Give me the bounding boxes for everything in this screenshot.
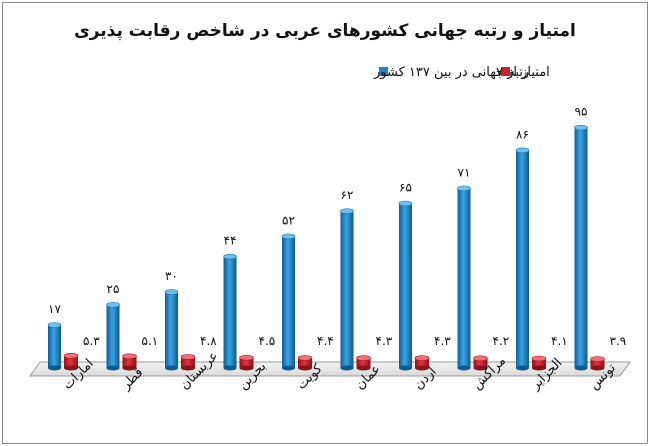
label-score-9: ۴.۱ (551, 334, 568, 348)
bar-score-10 (590, 356, 605, 371)
bar-rank-6 (340, 208, 354, 371)
legend-swatch-rank (379, 67, 388, 76)
bar-score-6 (356, 355, 371, 371)
legend-label-score: امتیاز از ۷ (496, 65, 550, 80)
bar-score-8 (473, 355, 488, 371)
bar-score-1 (63, 353, 79, 371)
label-score-8: ۴.۲ (493, 334, 510, 348)
bar-rank-3 (164, 289, 179, 371)
label-rank-7: ۶۵ (399, 181, 412, 195)
bar-score-4 (239, 354, 254, 371)
bar-score-7 (414, 355, 430, 371)
bar-rank-5 (281, 233, 296, 371)
label-score-4: ۴.۵ (259, 334, 276, 348)
legend: رتبه جهانی در بین ۱۳۷ کشور امتیاز از ۷ (373, 65, 550, 80)
bar-rank-8 (457, 185, 471, 371)
labels-layer: ۱۷۵.۳امارات۲۵۵.۱قطر۳۰۴.۸عربستان۴۴۴.۵بحری… (48, 105, 626, 394)
bar-rank-9 (515, 147, 530, 371)
bar-rank-4 (223, 253, 237, 371)
bar-score-9 (531, 355, 547, 371)
bar-score-2 (122, 353, 137, 371)
label-rank-6: ۶۲ (341, 188, 354, 202)
label-rank-3: ۳۰ (165, 269, 178, 283)
label-score-5: ۴.۴ (317, 334, 334, 348)
label-score-3: ۴.۸ (200, 334, 217, 348)
label-rank-1: ۱۷ (48, 302, 61, 316)
label-rank-8: ۷۱ (458, 165, 471, 179)
label-score-7: ۴.۳ (434, 334, 451, 348)
label-score-6: ۴.۳ (376, 334, 393, 348)
legend-label-rank: رتبه جهانی در بین ۱۳۷ کشور (373, 65, 529, 80)
bar-score-5 (297, 355, 313, 371)
label-rank-2: ۲۵ (107, 282, 120, 296)
label-score-10: ۳.۹ (610, 334, 627, 348)
bar-rank-10 (574, 124, 588, 371)
chart-title: امتیاز و رتبه جهانی کشورهای عربی در شاخص… (74, 21, 576, 41)
label-rank-4: ۴۴ (224, 234, 237, 248)
bar-rank-1 (47, 322, 62, 371)
legend-swatch-score (501, 67, 510, 76)
label-rank-10: ۹۵ (575, 105, 588, 119)
bar-rank-7 (398, 200, 413, 371)
bar-score-3 (180, 354, 196, 371)
bar-rank-2 (106, 301, 120, 371)
label-score-2: ۵.۱ (142, 334, 159, 348)
label-rank-9: ۸۶ (516, 127, 529, 141)
label-rank-5: ۵۲ (282, 213, 295, 227)
bars-layer (47, 124, 605, 371)
label-score-1: ۵.۳ (83, 334, 100, 348)
